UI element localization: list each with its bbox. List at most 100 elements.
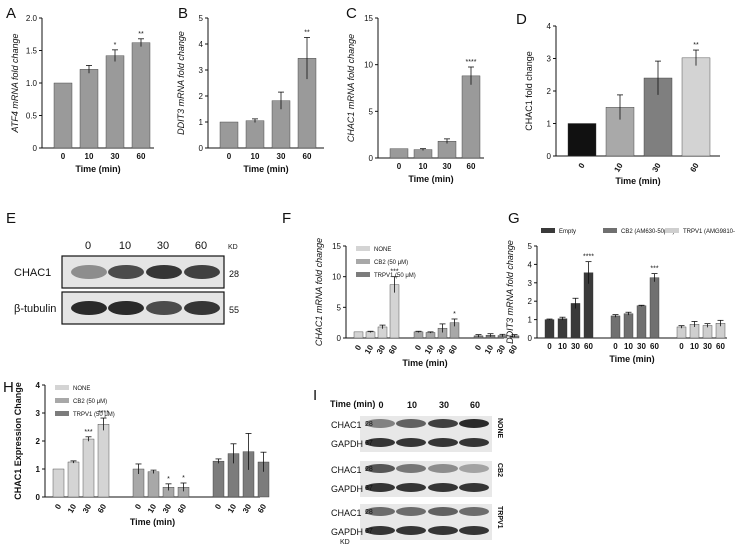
blot-band: [146, 301, 182, 315]
blot-band: [146, 265, 182, 279]
blot-band: [365, 507, 395, 516]
panel-letter-i: I: [313, 387, 317, 404]
significance-label: **: [304, 30, 310, 37]
panel-letter-f: F: [282, 210, 291, 227]
blot-band: [459, 419, 489, 428]
legend-label: Empty: [559, 229, 576, 235]
kd-value: 28: [365, 509, 373, 516]
legend-swatch: [356, 246, 370, 251]
y-tick-label: 15: [364, 14, 373, 23]
x-tick-label: 30: [571, 342, 580, 351]
significance-label: ***: [390, 269, 398, 276]
kd-value: 28: [365, 421, 373, 428]
x-tick-label: 0: [61, 152, 66, 161]
significance-label: **: [138, 31, 144, 38]
x-tick-label: 0: [213, 502, 223, 511]
x-tick-label: 30: [277, 152, 286, 161]
significance-label: *: [453, 311, 456, 318]
significance-label: ****: [583, 254, 594, 261]
bar: [702, 325, 713, 339]
bar: [623, 313, 634, 339]
blot-band: [184, 301, 220, 315]
kd-value: 37: [365, 485, 373, 492]
x-tick-label: 30: [241, 502, 254, 515]
x-tick-label: 0: [547, 342, 552, 351]
bar: [82, 438, 95, 498]
x-tick-label: 0: [53, 502, 63, 511]
bar: [131, 42, 151, 149]
protein-label: GAPDH: [331, 439, 363, 449]
y-axis-label: CHAC1 mRNA fold change: [346, 34, 356, 142]
x-tick-label: 10: [624, 342, 633, 351]
y-tick-label: 1: [547, 120, 552, 129]
y-tick-label: 3: [199, 66, 204, 75]
bar: [79, 69, 99, 149]
blot-time-header: Time (min): [330, 399, 375, 409]
significance-label: *: [182, 475, 185, 482]
x-tick-label: 10: [419, 162, 428, 171]
blot-band: [428, 438, 458, 447]
x-tick-label: 10: [146, 502, 159, 515]
bar: [413, 149, 433, 159]
legend-label: TRPV1 (50 μM): [73, 412, 115, 418]
significance-label: ****: [466, 59, 477, 66]
legend-swatch: [665, 228, 679, 233]
significance-label: *: [114, 42, 117, 49]
y-tick-label: 10: [332, 273, 341, 282]
x-tick-label: 0: [133, 502, 143, 511]
bar: [567, 123, 597, 157]
x-axis-label: Time (min): [243, 164, 288, 174]
panel-letter-d: D: [516, 11, 527, 28]
bar: [636, 305, 647, 339]
x-axis-label: Time (min): [75, 164, 120, 174]
bar: [147, 471, 160, 498]
group-label: CB2: [496, 463, 503, 477]
y-tick-label: 4: [547, 22, 552, 31]
x-tick-label: 0: [577, 161, 587, 170]
bar: [389, 284, 400, 339]
x-tick-label: 10: [363, 343, 376, 356]
lane-time-label: 60: [470, 400, 480, 410]
y-tick-label: 1: [528, 316, 533, 325]
bar: [610, 315, 621, 339]
x-tick-label: 60: [584, 342, 593, 351]
blot-band: [396, 438, 426, 447]
significance-label: **: [693, 42, 699, 49]
blot-band: [108, 265, 144, 279]
y-tick-label: 2.0: [26, 14, 38, 23]
panel-letter-e: E: [6, 210, 16, 227]
chart-d: 0 1 2 3 4 CHAC1 fold change 0 10 30 ** 60 Time (min…: [524, 22, 720, 186]
panel-letter-b: B: [178, 5, 188, 22]
kd-value: 28: [229, 269, 239, 279]
bar: [212, 460, 225, 498]
chart-a: 0 0.5 1.0 1.5 2.0 ATF4 mRNA fold change 0 10 * 30…: [10, 14, 154, 174]
panel-letter-a: A: [6, 5, 16, 22]
x-axis-label: Time (min): [130, 517, 175, 527]
bar: [365, 331, 376, 339]
x-tick-label: 10: [483, 343, 496, 356]
significance-label: ***: [650, 266, 658, 273]
panel-letter-h: H: [3, 379, 14, 396]
y-tick-label: 4: [199, 40, 204, 49]
x-axis-label: Time (min): [609, 354, 654, 364]
panel-letter-c: C: [346, 5, 357, 22]
chart-b: 0 1 2 3 4 5 DDIT3 mRNA fold change 0 10 30 ** 60 Tim…: [176, 14, 324, 174]
x-tick-label: 30: [703, 342, 712, 351]
y-tick-label: 0: [199, 144, 204, 153]
kd-footer: KD: [340, 539, 350, 546]
legend-label: TRPV1 (AMG9810-50μM): [683, 229, 735, 235]
y-tick-label: 4: [528, 260, 533, 269]
protein-label: β-tubulin: [14, 303, 56, 315]
y-axis-label: CHAC1 fold change: [524, 51, 534, 131]
x-tick-label: 60: [716, 342, 725, 351]
y-tick-label: 0: [547, 152, 552, 161]
legend-swatch: [541, 228, 555, 233]
bar: [605, 107, 635, 157]
protein-label: GAPDH: [331, 484, 363, 494]
y-tick-label: 0: [33, 144, 38, 153]
panel-letter-g: G: [508, 210, 520, 227]
bar: [52, 468, 65, 498]
kd-value: 37: [365, 528, 373, 535]
